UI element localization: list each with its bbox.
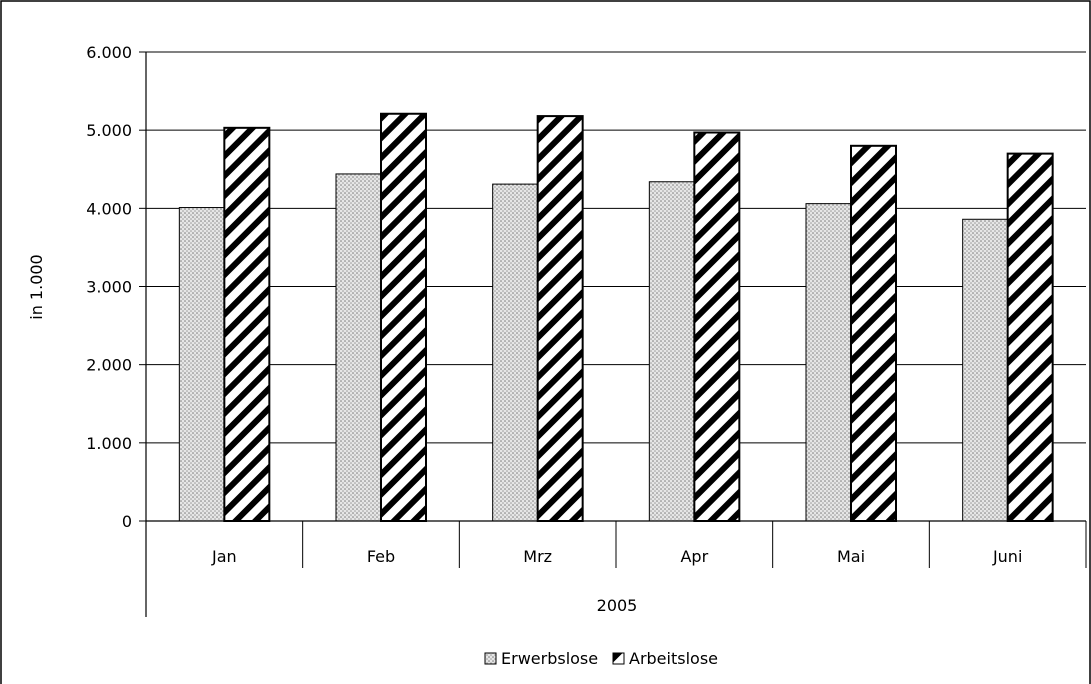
x-tick-label: Juni bbox=[992, 547, 1022, 566]
x-group-label: 2005 bbox=[597, 596, 638, 615]
x-tick-label: Apr bbox=[680, 547, 708, 566]
bar-erwerbslose-mai bbox=[805, 203, 852, 522]
legend-swatch-erwerbslose bbox=[484, 652, 497, 665]
bar-erwerbslose-feb bbox=[335, 173, 382, 522]
bar-arbeitslose-jan bbox=[223, 126, 271, 523]
y-tick-label: 1.000 bbox=[86, 434, 132, 453]
bar-erwerbslose-jan bbox=[178, 207, 225, 522]
y-tick-label: 5.000 bbox=[86, 121, 132, 140]
bars bbox=[178, 112, 1054, 523]
y-tick-label: 6.000 bbox=[86, 43, 132, 62]
x-tick-label: Mrz bbox=[523, 547, 552, 566]
bar-arbeitslose-mai bbox=[850, 144, 897, 523]
y-tick-label: 0 bbox=[122, 512, 132, 531]
gridlines bbox=[146, 51, 1086, 444]
y-tick-label: 3.000 bbox=[86, 278, 132, 297]
y-axis-ticks: 0 1.000 2.000 3.000 4.000 5.000 6.000 bbox=[86, 43, 146, 531]
y-axis-label: in 1.000 bbox=[27, 254, 46, 319]
legend-swatch-arbeitslose bbox=[612, 652, 625, 665]
legend-label-arbeitslose: Arbeitslose bbox=[629, 649, 718, 668]
bar-erwerbslose-mrz bbox=[492, 183, 539, 522]
bar-arbeitslose-juni bbox=[1006, 152, 1054, 522]
y-tick-label: 2.000 bbox=[86, 356, 132, 375]
legend-label-erwerbslose: Erwerbslose bbox=[501, 649, 598, 668]
bar-arbeitslose-apr bbox=[693, 131, 741, 523]
x-tick-label: Feb bbox=[367, 547, 395, 566]
x-tick-label: Jan bbox=[211, 547, 237, 566]
x-axis: Jan Feb Mrz Apr Mai Juni bbox=[145, 52, 1087, 617]
legend: Erwerbslose Arbeitslose bbox=[484, 649, 718, 668]
bar-arbeitslose-feb bbox=[380, 112, 427, 522]
bar-arbeitslose-mrz bbox=[536, 115, 584, 522]
y-tick-label: 4.000 bbox=[86, 199, 132, 218]
x-tick-label: Mai bbox=[837, 547, 865, 566]
bar-erwerbslose-apr bbox=[648, 181, 695, 522]
bar-erwerbslose-juni bbox=[962, 218, 1009, 522]
